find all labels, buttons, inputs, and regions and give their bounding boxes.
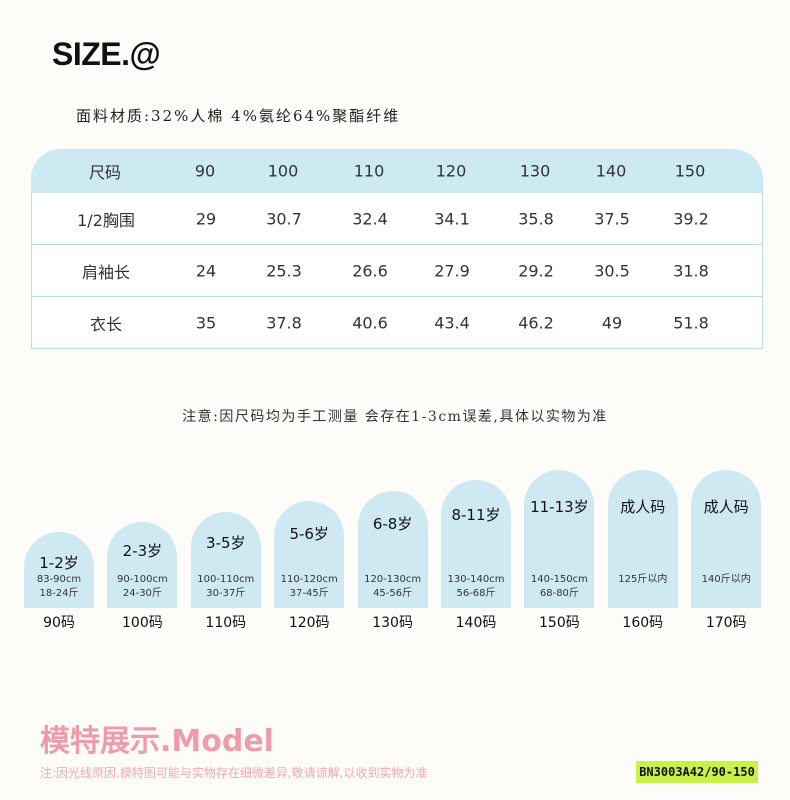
table-cell: 46.2 <box>518 313 554 332</box>
size-label: 120码 <box>288 615 330 631</box>
table-cell: 140 <box>595 161 627 181</box>
table-cell: 24 <box>195 261 217 280</box>
table-cell: 26.6 <box>352 261 388 280</box>
size-card: 成人码 140斤以内 <box>691 470 762 608</box>
table-header: 尺码 90 100 110 120 130 140 150 <box>31 149 763 193</box>
height-range: 125斤以内 <box>618 574 668 585</box>
model-section-title: 模特展示.Model <box>40 724 274 759</box>
row-label: 肩袖长 <box>81 262 131 282</box>
age-range: 3-5岁 <box>206 534 246 552</box>
table-cell: 40.6 <box>352 313 388 332</box>
height-range: 120-130cm <box>364 574 422 585</box>
table-cell: 29 <box>195 209 217 228</box>
weight-range: 30-37斤 <box>206 588 246 599</box>
size-label: 160码 <box>622 615 664 631</box>
age-range: 2-3岁 <box>122 542 163 560</box>
size-label: 150码 <box>539 615 580 631</box>
height-range: 100-110cm <box>197 574 255 585</box>
table-cell: 120 <box>435 161 467 181</box>
table-cell: 27.9 <box>434 261 470 280</box>
row-label: 衣长 <box>89 314 123 334</box>
page-title: SIZE.@ <box>52 36 161 72</box>
row-label: 1/2胸围 <box>77 210 135 230</box>
size-label: 140码 <box>455 615 497 631</box>
table-row: 衣长 35 37.8 40.6 43.4 46.2 49 51.8 <box>31 297 763 349</box>
size-card: 8-11岁 130-140cm 56-68斤 <box>441 480 511 608</box>
weight-range: 37-45斤 <box>289 588 329 599</box>
table-cell: 150 <box>674 161 706 181</box>
table-cell: 90 <box>194 161 216 181</box>
measurement-note: 注意:因尺码均为手工测量 会存在1-3cm误差,具体以实物为准 <box>182 409 608 425</box>
table-cell: 35 <box>195 313 217 332</box>
age-range: 成人码 <box>620 498 666 516</box>
size-label: 90码 <box>43 615 75 631</box>
table-cell: 25.3 <box>266 261 302 280</box>
table-cell: 37.5 <box>594 209 630 228</box>
table-cell: 43.4 <box>434 313 470 332</box>
height-range: 83-90cm <box>36 574 82 585</box>
size-card: 11-13岁 140-150cm 68-80斤 <box>524 470 595 608</box>
height-range: 130-140cm <box>447 574 505 585</box>
model-disclaimer: 注:因光线原因,模特图可能与实物存在细微差异,敬请谅解,以收到实物为准 <box>40 766 428 780</box>
size-label: 110码 <box>205 615 247 631</box>
size-card: 2-3岁 90-100cm 24-30斤 <box>107 522 178 608</box>
product-code-badge: BN3003A42/90-150 <box>636 761 758 783</box>
table-cell: 100 <box>267 161 299 181</box>
weight-range: 18-24斤 <box>39 588 79 599</box>
row-label: 尺码 <box>88 163 122 182</box>
age-range: 1-2岁 <box>39 554 79 572</box>
table-cell: 39.2 <box>673 209 709 228</box>
weight-range: 56-68斤 <box>456 588 496 599</box>
weight-range: 68-80斤 <box>539 588 579 599</box>
height-range: 140-150cm <box>530 574 588 585</box>
fabric-composition: 面料材质:32%人棉 4%氨纶64%聚酯纤维 <box>76 107 401 125</box>
age-range: 成人码 <box>703 498 749 516</box>
table-cell: 49 <box>601 313 623 332</box>
age-range: 5-6岁 <box>289 525 329 543</box>
table-cell: 31.8 <box>673 261 709 280</box>
weight-range: 24-30斤 <box>122 588 162 599</box>
size-table: 尺码 90 100 110 120 130 140 150 1/2胸围 29 30.7 32.4 34.… <box>31 149 763 349</box>
height-range: 90-100cm <box>117 574 168 585</box>
size-card: 1-2岁 83-90cm 18-24斤 <box>24 532 94 608</box>
table-cell: 29.2 <box>518 261 554 280</box>
table-row: 1/2胸围 29 30.7 32.4 34.1 35.8 37.5 39.2 <box>31 193 763 245</box>
size-card: 成人码 125斤以内 <box>607 470 678 608</box>
age-range: 11-13岁 <box>530 498 589 516</box>
age-range: 8-11岁 <box>451 506 501 524</box>
size-label: 100码 <box>122 615 163 631</box>
size-card: 5-6岁 110-120cm 37-45斤 <box>274 501 345 608</box>
table-cell: 32.4 <box>352 209 388 228</box>
table-row: 肩袖长 24 25.3 26.6 27.9 29.2 30.5 31.8 <box>31 245 763 297</box>
size-card: 3-5岁 100-110cm 30-37斤 <box>190 512 261 608</box>
table-cell: 130 <box>519 161 551 181</box>
table-cell: 110 <box>353 161 385 181</box>
table-cell: 30.5 <box>594 261 630 280</box>
size-label: 130码 <box>372 615 413 631</box>
table-cell: 35.8 <box>518 209 554 228</box>
table-cell: 51.8 <box>673 313 709 332</box>
table-cell: 37.8 <box>266 313 302 332</box>
age-range: 6-8岁 <box>372 515 413 533</box>
table-cell: 30.7 <box>266 209 302 228</box>
height-range: 110-120cm <box>280 574 338 585</box>
table-cell: 34.1 <box>434 209 470 228</box>
size-card: 6-8岁 120-130cm 45-56斤 <box>357 491 428 608</box>
weight-range: 45-56斤 <box>373 588 413 599</box>
height-range: 140斤以内 <box>701 574 751 585</box>
size-label: 170码 <box>705 615 747 631</box>
